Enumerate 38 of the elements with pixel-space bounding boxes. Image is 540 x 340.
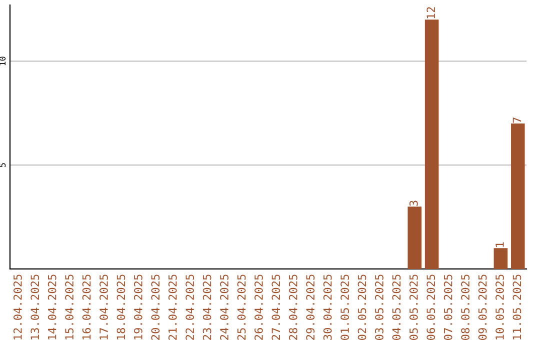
x-tick-label: 03.05.2025 xyxy=(375,274,384,340)
x-tick-label: 12.04.2025 xyxy=(13,274,22,340)
x-tick-label: 23.04.2025 xyxy=(202,274,212,340)
x-tick-label: 18.04.2025 xyxy=(116,274,126,340)
x-tick-label: 21.04.2025 xyxy=(168,274,177,340)
x-tick-label: 30.04.2025 xyxy=(323,274,332,340)
x-tick-label: 25.04.2025 xyxy=(237,274,246,340)
data-label: 7 xyxy=(512,118,521,123)
x-tick-label: 04.05.2025 xyxy=(392,274,401,340)
x-tick-label: 20.04.2025 xyxy=(151,274,160,340)
x-tick-label: 05.05.2025 xyxy=(409,274,418,340)
bar xyxy=(494,248,508,269)
x-tick-label: 09.05.2025 xyxy=(478,274,487,340)
x-tick-label: 01.05.2025 xyxy=(340,274,349,340)
x-tick-label: 11.05.2025 xyxy=(512,274,522,340)
x-tick-label: 26.04.2025 xyxy=(254,274,263,340)
x-tick-label: 10.05.2025 xyxy=(496,274,504,340)
x-tick-label: 14.04.2025 xyxy=(48,274,56,340)
x-tick-label: 13.04.2025 xyxy=(30,274,40,340)
x-tick-label: 17.04.2025 xyxy=(100,274,108,340)
x-tick-label: 08.05.2025 xyxy=(461,274,470,340)
x-tick-label: 15.04.2025 xyxy=(65,274,74,340)
data-label: 12 xyxy=(426,7,435,18)
x-tick-label: 07.05.2025 xyxy=(444,274,452,340)
x-tick-label: 16.04.2025 xyxy=(82,274,91,340)
bar xyxy=(424,20,439,269)
data-label: 3 xyxy=(409,200,418,206)
x-tick-label: 29.04.2025 xyxy=(306,274,315,340)
x-tick-label: 22.04.2025 xyxy=(186,274,194,340)
bar xyxy=(511,124,525,269)
x-tick-label: 28.04.2025 xyxy=(288,274,298,340)
x-tick-label: 06.05.2025 xyxy=(426,274,436,340)
data-label: 1 xyxy=(496,242,504,247)
x-tick-label: 19.04.2025 xyxy=(134,274,142,340)
x-tick-label: 27.04.2025 xyxy=(272,274,280,340)
x-tick-label: 02.05.2025 xyxy=(358,274,366,340)
bar xyxy=(408,206,422,269)
x-tick-label: 24.04.2025 xyxy=(220,274,228,340)
